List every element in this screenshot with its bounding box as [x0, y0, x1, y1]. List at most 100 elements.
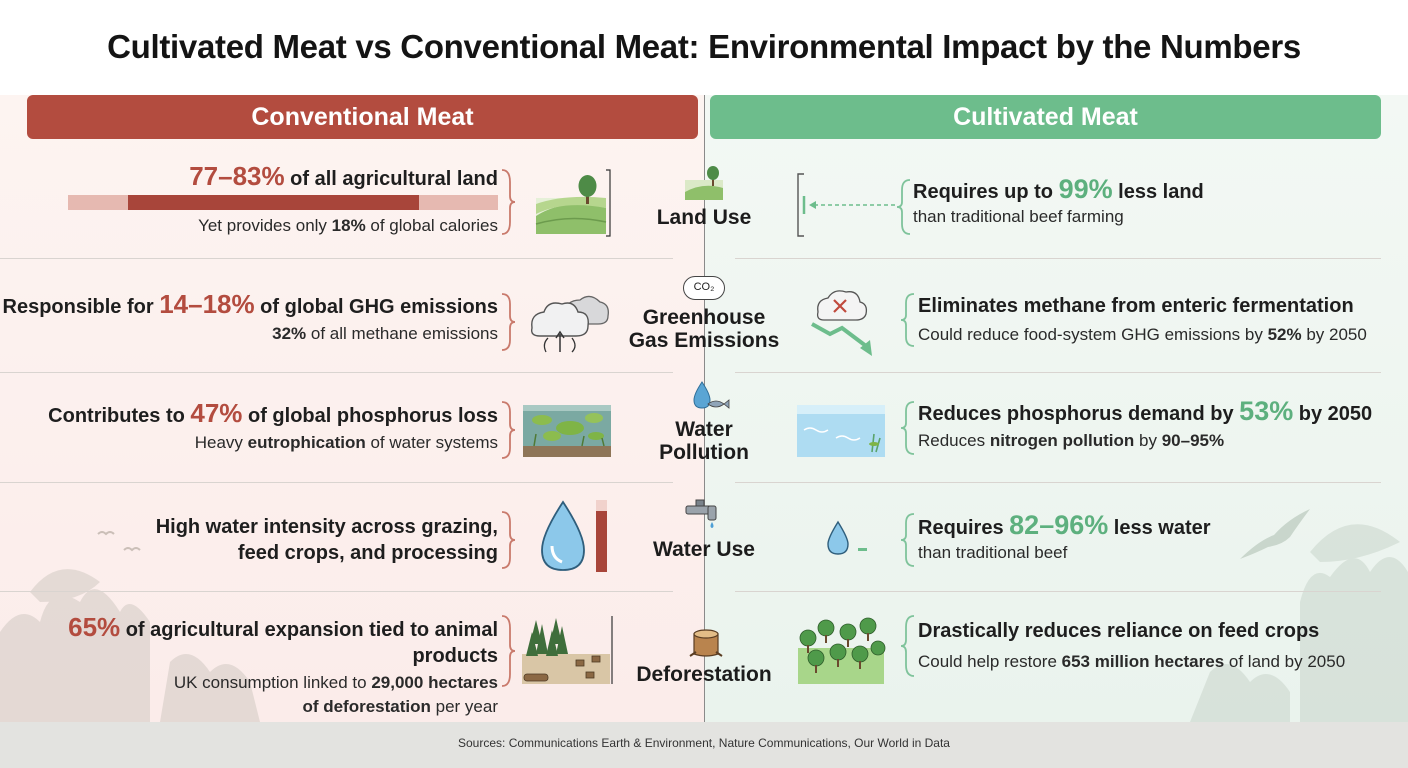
- conventional-water-pollution-text: Contributes to 47% of global phosphorus …: [18, 400, 498, 455]
- clean-water-icon: [797, 405, 885, 457]
- brace-icon: [501, 401, 516, 459]
- conventional-def-main-rest: of agricultural expansion tied to animal…: [120, 619, 498, 667]
- conventional-def-sub-bold: 29,000 hectares: [371, 673, 498, 692]
- water-intensity-bar-fill: [596, 510, 607, 572]
- tree-grove-icon: [798, 617, 886, 684]
- left-forest-silhouette-icon: [0, 569, 260, 722]
- category-land-use: Land Use: [656, 206, 752, 229]
- cultivated-ghg-main: Eliminates methane from enteric fermenta…: [918, 295, 1354, 317]
- tree-stump-icon: [689, 629, 723, 657]
- page-title: Cultivated Meat vs Conventional Meat: En…: [107, 28, 1301, 65]
- category-ghg-line1: Greenhouse: [642, 306, 766, 329]
- brace-icon: [501, 293, 516, 351]
- conventional-ghg-sub-bold: 32%: [272, 324, 307, 343]
- birds-icon: [97, 531, 141, 552]
- category-wp-line1: Water: [675, 418, 733, 441]
- conventional-land-text: 77–83% of all agricultural land: [18, 163, 498, 192]
- conventional-def-value: 65%: [68, 612, 121, 642]
- cultivated-land-main-rest: less land: [1112, 181, 1204, 203]
- conventional-wu-line2: feed crops, and processing: [237, 542, 498, 564]
- cultivated-water-use-text: Requires 82–96% less water than traditio…: [918, 512, 1358, 565]
- conventional-wp-sub-pre: Heavy: [194, 433, 248, 452]
- water-drop-fish-icon: [693, 381, 730, 409]
- conventional-land-sub-post: of global calories: [365, 216, 498, 235]
- sources-footnote: Sources: Communications Earth & Environm…: [458, 736, 950, 750]
- cultivated-ghg-sub-pre: Could reduce food-system GHG emissions b…: [918, 325, 1268, 344]
- cloud-x-down-arrow-icon: [811, 290, 872, 356]
- row-separator: [0, 591, 673, 592]
- brace-icon: [501, 511, 516, 569]
- cultivated-wu-main-rest: less water: [1108, 517, 1211, 539]
- cultivated-header: Cultivated Meat: [710, 95, 1381, 139]
- conventional-ghg-value: 14–18%: [159, 289, 255, 319]
- faucet-icon: [685, 499, 717, 528]
- footer-band: [0, 722, 1408, 768]
- eagle-silhouette-icon: [1240, 509, 1310, 559]
- conventional-deforestation-text: 65% of agricultural expansion tied to an…: [8, 614, 498, 719]
- land-use-icon: [685, 166, 723, 200]
- land-share-bar-fill: [127, 195, 420, 210]
- land-arrow-icon: [797, 173, 896, 237]
- conventional-ghg-sub-post: of all methane emissions: [306, 324, 498, 343]
- cloud-arrows-icon: [530, 295, 609, 353]
- cultivated-def-sub-pre: Could help restore: [918, 652, 1062, 671]
- farmland-tree-icon: [535, 169, 611, 237]
- cultivated-land-main-pre: Requires up to: [913, 181, 1059, 203]
- co2-cloud-icon: CO₂: [683, 276, 725, 300]
- cultivated-wp-sub-bold: nitrogen pollution: [989, 431, 1135, 450]
- row-separator: [0, 258, 673, 259]
- cultivated-wu-value: 82–96%: [1009, 510, 1109, 540]
- right-forest-silhouette-icon: [1190, 524, 1408, 722]
- cultivated-def-sub-post: of land by 2050: [1224, 652, 1346, 671]
- row-separator: [735, 258, 1381, 259]
- conventional-def-sub-pre: UK consumption linked to: [173, 673, 372, 692]
- brace-icon: [900, 401, 915, 455]
- conventional-land-sub: Yet provides only 18% of global calories: [18, 214, 498, 238]
- cultivated-water-pollution-text: Reduces phosphorus demand by 53% by 2050…: [918, 398, 1388, 453]
- conventional-ghg-text: Responsible for 14–18% of global GHG emi…: [0, 289, 499, 346]
- land-share-bar: [68, 195, 498, 210]
- cultivated-ghg-sub-bold: 52%: [1267, 325, 1302, 344]
- center-divider: [704, 95, 705, 722]
- brace-icon: [900, 513, 915, 567]
- cultivated-land-text: Requires up to 99% less land than tradit…: [913, 176, 1353, 229]
- cultivated-wp-value: 53%: [1239, 396, 1294, 426]
- category-water-pollution: Water Pollution: [614, 418, 794, 464]
- cultivated-ghg-text: Eliminates methane from enteric fermenta…: [918, 293, 1378, 347]
- category-wp-line2: Pollution: [659, 441, 749, 464]
- cultivated-def-main: Drastically reduces reliance on feed cro…: [918, 620, 1320, 642]
- cultivated-land-sub: than traditional beef farming: [913, 207, 1124, 226]
- conventional-water-use-text: High water intensity across grazing, fee…: [18, 514, 498, 566]
- cultivated-wu-main-pre: Requires: [918, 517, 1010, 539]
- conventional-wp-main-pre: Contributes to: [48, 405, 191, 427]
- conventional-ghg-main-pre: Responsible for: [2, 296, 160, 318]
- co2-label: CO₂: [693, 281, 715, 293]
- row-separator: [735, 482, 1381, 483]
- water-intensity-bar: [596, 500, 607, 572]
- conventional-header: Conventional Meat: [27, 95, 698, 139]
- category-water-use: Water Use: [653, 538, 755, 561]
- conventional-wp-sub-bold: eutrophication: [247, 433, 366, 452]
- cultivated-wu-sub: than traditional beef: [918, 543, 1068, 562]
- conventional-wp-value: 47%: [190, 398, 243, 428]
- cultivated-land-value: 99%: [1058, 174, 1113, 204]
- category-ghg: Greenhouse Gas Emissions: [614, 306, 794, 352]
- conventional-land-sub-pre: Yet provides only: [198, 216, 332, 235]
- conventional-wu-line1: High water intensity across grazing,: [155, 516, 498, 538]
- category-ghg-line2: Gas Emissions: [628, 329, 780, 352]
- cultivated-def-sub-bold: 653 million hectares: [1061, 652, 1225, 671]
- conventional-land-value: 77–83%: [189, 161, 285, 191]
- conventional-land-main: of all agricultural land: [284, 168, 498, 190]
- cultivated-ghg-sub-post: by 2050: [1301, 325, 1367, 344]
- cultivated-wp-main-pre: Reduces phosphorus demand by: [918, 403, 1240, 425]
- deforested-stumps-icon: [522, 616, 613, 684]
- conventional-ghg-main-rest: of global GHG emissions: [254, 296, 498, 318]
- brace-icon: [501, 169, 516, 235]
- small-water-drop-icon: [827, 520, 867, 555]
- brace-icon: [896, 179, 911, 235]
- brace-icon: [900, 615, 915, 677]
- row-separator: [0, 482, 673, 483]
- conventional-wp-main-rest: of global phosphorus loss: [242, 405, 498, 427]
- row-separator: [735, 372, 1381, 373]
- category-deforestation: Deforestation: [636, 663, 772, 686]
